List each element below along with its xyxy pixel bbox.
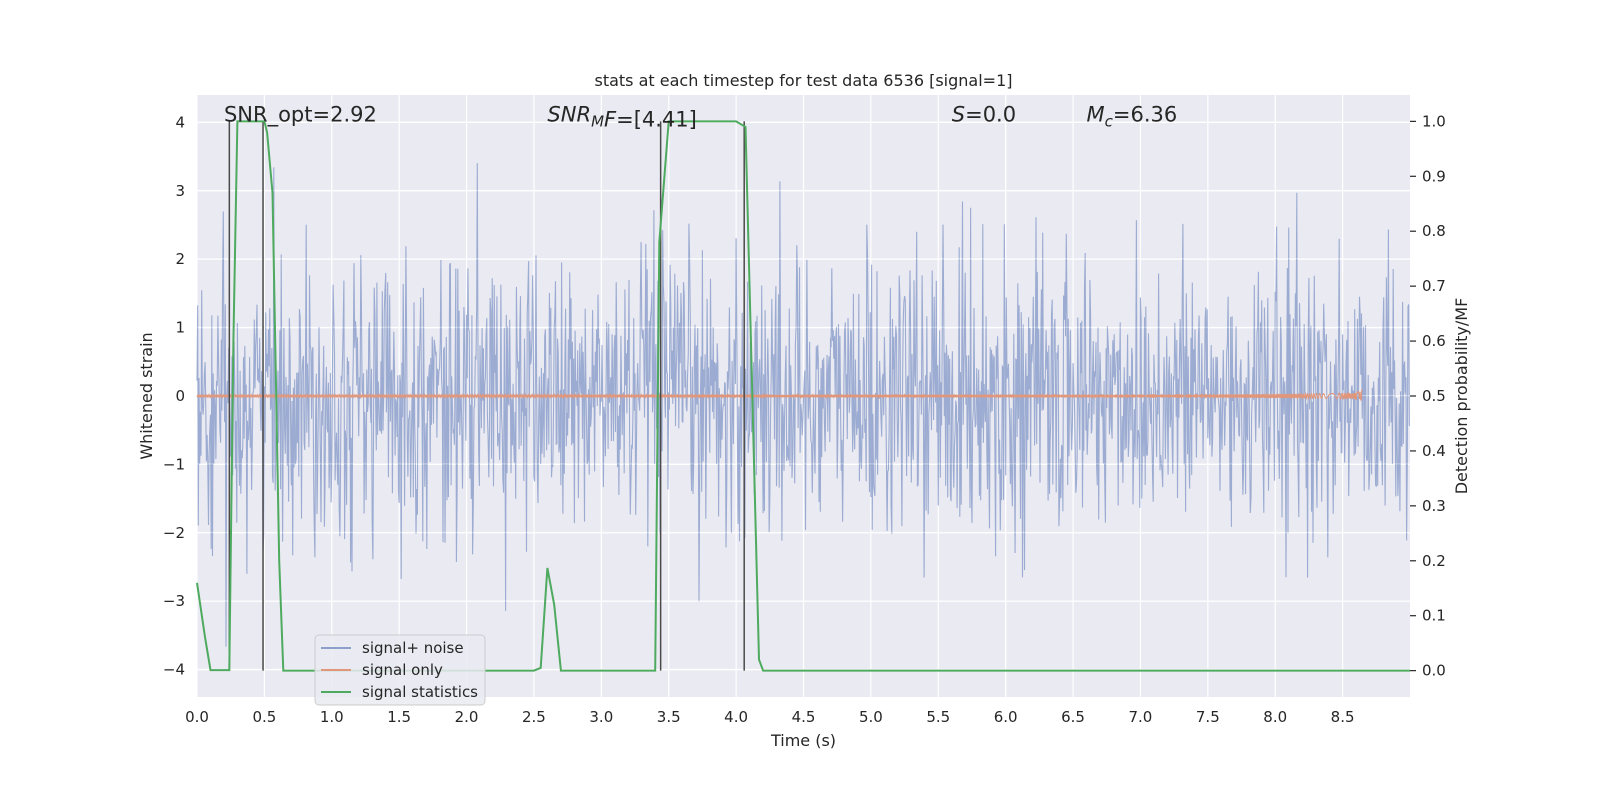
x-tick-label: 0.0 xyxy=(185,708,209,726)
y-tick-label: −1 xyxy=(163,455,185,473)
x-tick-label: 0.5 xyxy=(252,708,276,726)
x-tick-label: 8.5 xyxy=(1331,708,1355,726)
x-tick-label: 2.0 xyxy=(455,708,479,726)
y2-tick-label: 0.3 xyxy=(1422,497,1446,515)
x-tick-label: 6.0 xyxy=(994,708,1018,726)
x-tick-label: 8.0 xyxy=(1263,708,1287,726)
y-tick-label: −4 xyxy=(163,661,185,679)
x-tick-label: 2.5 xyxy=(522,708,546,726)
x-tick-label: 6.5 xyxy=(1061,708,1085,726)
y2-tick-label: 0.9 xyxy=(1422,167,1446,185)
statistics-line xyxy=(196,120,1410,672)
y-axis-label: Whitened strain xyxy=(137,332,156,459)
y2-tick-label: 0.1 xyxy=(1422,607,1446,625)
signal-line xyxy=(196,389,1363,402)
y-tick-label: 2 xyxy=(175,250,185,268)
y2-tick-label: 0.2 xyxy=(1422,552,1446,570)
x-tick-label: 1.0 xyxy=(320,708,344,726)
x-tick-label: 5.0 xyxy=(859,708,883,726)
annotation: SNR_opt=2.92 xyxy=(224,102,377,127)
series-signal-only xyxy=(196,389,1363,402)
y2-tick-label: 1.0 xyxy=(1422,112,1446,130)
y2-tick-label: 0.5 xyxy=(1422,387,1446,405)
legend-entry: signal+ noise xyxy=(362,639,464,657)
x-tick-label: 7.0 xyxy=(1129,708,1153,726)
legend-entry: signal statistics xyxy=(362,683,478,701)
x-tick-label: 4.0 xyxy=(724,708,748,726)
x-tick-label: 3.5 xyxy=(657,708,681,726)
x-tick-label: 1.5 xyxy=(387,708,411,726)
annotation: SNRMF=[4.41] xyxy=(547,102,696,131)
y-tick-label: 0 xyxy=(175,387,185,405)
x-tick-label: 7.5 xyxy=(1196,708,1220,726)
y2-tick-label: 0.0 xyxy=(1422,662,1446,680)
x-axis-ticks: 0.0 0.5 1.0 1.5 2.0 2.5 3.0 3.5 4.0 4.5 5.0 5.5 6.0 6… xyxy=(185,708,1354,726)
x-tick-label: 3.0 xyxy=(589,708,613,726)
y-tick-label: 1 xyxy=(175,319,185,337)
legend-entry: signal only xyxy=(362,661,443,679)
series-signal-statistics xyxy=(196,120,1410,672)
y2-tick-label: 0.7 xyxy=(1422,277,1446,295)
y-axis-ticks: 4 3 2 1 0 −1 −2 −3 −4 xyxy=(163,113,185,678)
y2-tick-label: 0.4 xyxy=(1422,442,1446,460)
y2-axis-ticks: 1.0 0.9 0.8 0.7 0.6 0.5 0.4 0.3 0.2 0.1 0.0 xyxy=(1410,112,1446,680)
legend: signal+ noise signal only signal statistic… xyxy=(314,634,486,706)
noise-line xyxy=(196,163,1410,647)
y-tick-label: 3 xyxy=(175,182,185,200)
y2-tick-label: 0.8 xyxy=(1422,222,1446,240)
annotations: SNR_opt=2.92 SNRMF=[4.41] S=0.0 Mc=6.36 xyxy=(224,102,1177,131)
x-tick-label: 5.5 xyxy=(926,708,950,726)
y-tick-label: −3 xyxy=(163,592,185,610)
annotation: Mc=6.36 xyxy=(1087,102,1178,130)
x-axis-label: Time (s) xyxy=(770,731,836,750)
x-tick-label: 4.5 xyxy=(792,708,816,726)
y-tick-label: 4 xyxy=(175,113,185,131)
y2-axis-label: Detection probability/MF xyxy=(1452,298,1471,495)
chart-title: stats at each timestep for test data 653… xyxy=(594,71,1012,90)
y-tick-label: −2 xyxy=(163,524,185,542)
legend-box xyxy=(314,634,486,706)
annotation: S=0.0 xyxy=(952,102,1016,126)
y2-tick-label: 0.6 xyxy=(1422,332,1446,350)
